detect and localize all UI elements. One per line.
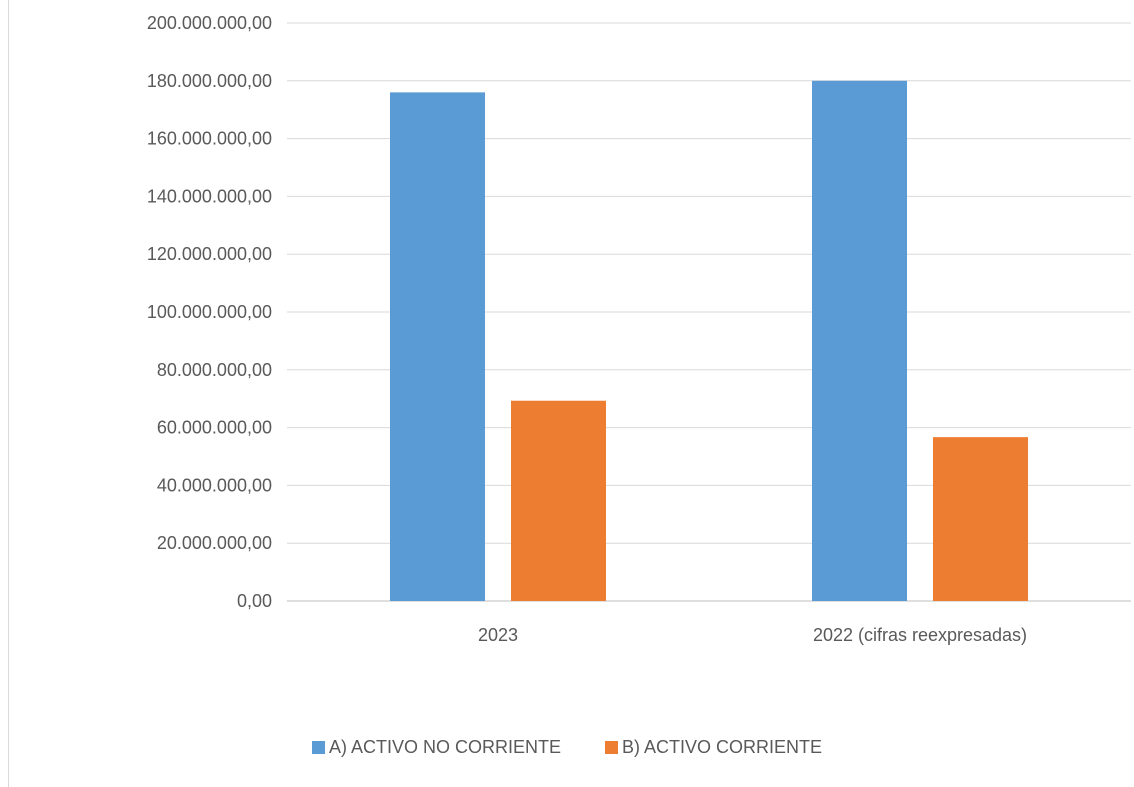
y-tick-label-0: 0,00 — [237, 591, 272, 611]
y-tick-label-4: 80.000.000,00 — [157, 360, 272, 380]
legend-swatch-activo-no-corriente — [311, 741, 325, 754]
legend-swatch-activo-corriente — [605, 741, 618, 754]
chart-legend: A) ACTIVO NO CORRIENTE B) ACTIVO CORRIEN… — [0, 737, 1134, 758]
y-tick-label-10: 200.000.000,00 — [147, 13, 272, 33]
y-tick-label-2: 40.000.000,00 — [157, 475, 272, 495]
y-tick-label-3: 60.000.000,00 — [157, 418, 272, 438]
bar-1-0 — [812, 80, 907, 602]
y-tick-label-6: 120.000.000,00 — [147, 244, 272, 264]
legend-item-activo-no-corriente: A) ACTIVO NO CORRIENTE — [311, 737, 561, 758]
bar-0-1 — [511, 400, 606, 601]
chart-frame — [8, 0, 1134, 787]
y-tick-label-8: 160.000.000,00 — [147, 129, 272, 149]
bar-1-1 — [933, 437, 1028, 601]
y-tick-label-9: 180.000.000,00 — [147, 71, 272, 91]
x-tick-label-0: 2023 — [478, 625, 518, 645]
y-tick-label-5: 100.000.000,00 — [147, 302, 272, 322]
legend-label-activo-corriente: B) ACTIVO CORRIENTE — [622, 737, 823, 757]
x-tick-label-1: 2022 (cifras reexpresadas) — [813, 625, 1027, 645]
legend-item-activo-corriente: B) ACTIVO CORRIENTE — [605, 737, 822, 758]
legend-label-activo-no-corriente: A) ACTIVO NO CORRIENTE — [328, 737, 561, 757]
bar-0-0 — [390, 92, 485, 602]
y-tick-label-7: 140.000.000,00 — [147, 186, 272, 206]
y-tick-label-1: 20.000.000,00 — [157, 533, 272, 553]
